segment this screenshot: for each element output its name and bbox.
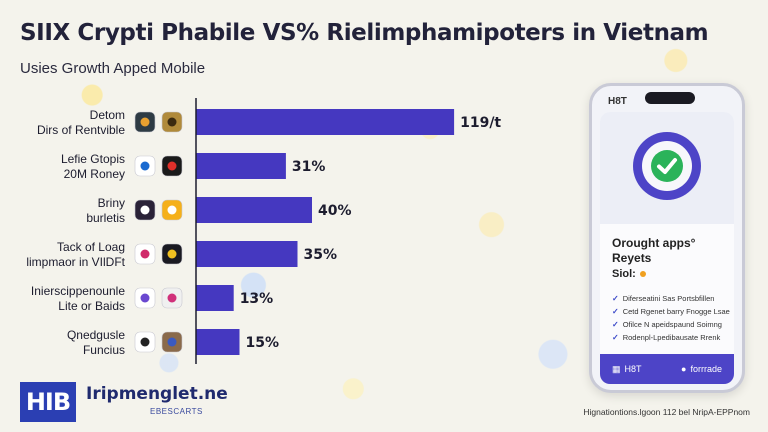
value-label: 40% <box>318 203 352 219</box>
category-label: Lefie Gtopis <box>61 152 125 166</box>
category-sublabel: 20M Roney <box>64 167 125 181</box>
star-icon-glyph <box>140 249 150 259</box>
category-label: Tack of Loag <box>57 240 125 254</box>
category-sublabel: Funcius <box>83 343 125 357</box>
source-note: Hignationtions.lgoon 112 bel NripA-EPPno… <box>583 407 750 417</box>
phone-bar-left[interactable]: ▦ H8T <box>612 363 642 375</box>
bar <box>196 285 234 311</box>
value-label: 119/t <box>460 115 501 131</box>
checklist-item: ✓ Ofilce N apeidspaund Soimng <box>612 320 722 329</box>
bar <box>196 329 240 355</box>
phone-checklist: ✓ Diferseatini Sas Portsbfillen ✓ Cetd Rge… <box>612 292 730 344</box>
user-icon: ● <box>681 364 687 374</box>
phone-card-title: Orought apps° Reyets <box>612 236 696 265</box>
checkmark-icon <box>651 150 683 182</box>
brand-tagline: EBESCARTS <box>150 407 203 416</box>
check-badge <box>633 132 701 200</box>
check-icon: ✓ <box>612 294 619 303</box>
bar <box>196 241 298 267</box>
value-label: 13% <box>240 291 274 307</box>
phone-notch <box>645 92 695 104</box>
value-label: 31% <box>292 159 326 175</box>
play-icon-glyph <box>140 337 150 347</box>
phone-bottom-bar[interactable]: ▦ H8T ● forrrade <box>600 354 734 384</box>
ring-icon-glyph <box>167 293 177 303</box>
category-sublabel: Lite or Baids <box>58 299 125 313</box>
sun-icon-glyph <box>167 205 177 215</box>
page-title: SIIX Crypti Phabile VS% Rielimphamipoter… <box>20 20 709 46</box>
phone-mockup: H8T Orought apps° Reyets Siol: ✓ Difersea… <box>589 83 745 393</box>
flower-icon-glyph <box>140 161 150 171</box>
check-icon: ✓ <box>612 320 619 329</box>
checklist-item: ✓ Rodenpl-Lpedibausate Rrenk <box>612 333 721 342</box>
phone-screen: Orought apps° Reyets Siol: ✓ Diferseatini… <box>600 112 734 384</box>
phone-bar-right[interactable]: ● forrrade <box>681 364 722 374</box>
check-icon: ✓ <box>612 333 619 342</box>
value-label: 15% <box>246 335 280 351</box>
category-sublabel: burletis <box>86 211 125 225</box>
grid-icon: ▦ <box>612 363 621 374</box>
checklist-item: ✓ Diferseatini Sas Portsbfillen <box>612 294 715 303</box>
chat-icon-glyph <box>140 205 150 215</box>
phone-card-subtitle: Siol: <box>612 268 646 280</box>
category-label: Detom <box>90 108 125 122</box>
game-icon-glyph <box>167 161 177 171</box>
bar <box>196 153 286 179</box>
brand-logo: HIB <box>20 382 76 422</box>
category-sublabel: limpmaor in VIlDFt <box>26 255 125 269</box>
shield-area <box>600 112 734 224</box>
app-icon-glyph <box>140 117 150 127</box>
category-sublabel: Dirs of Rentvible <box>37 123 125 137</box>
category-label: Qnedgusle <box>67 328 125 342</box>
category-label: Briny <box>98 196 125 210</box>
coin-icon-glyph <box>167 117 177 127</box>
category-label: Inierscippenounle <box>31 284 125 298</box>
clover-icon-glyph <box>140 293 150 303</box>
phone-icon-glyph <box>167 249 177 259</box>
brand-name: Iripmenglet.ne <box>86 384 228 404</box>
phone-status-text: H8T <box>608 96 627 107</box>
badge-icon-glyph <box>167 337 177 347</box>
check-icon: ✓ <box>612 307 619 316</box>
value-label: 35% <box>304 247 338 263</box>
bar <box>196 109 455 135</box>
page-subtitle: Usies Growth Apped Mobile <box>20 60 206 77</box>
bar <box>196 197 312 223</box>
checklist-item: ✓ Cetd Rgenet barry Fnogge Lsae <box>612 307 730 316</box>
